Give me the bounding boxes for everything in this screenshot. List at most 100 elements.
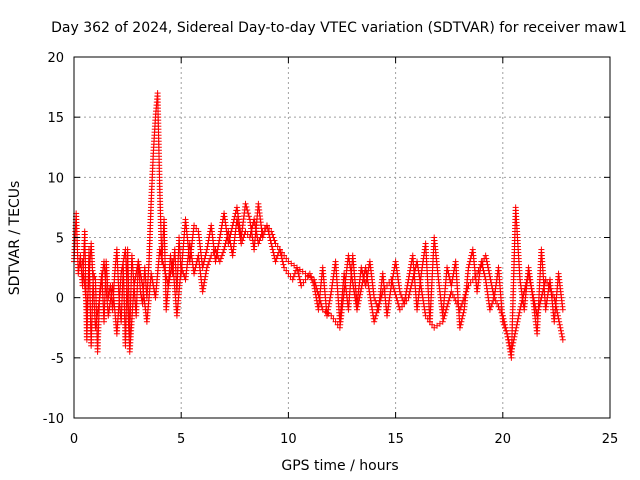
data-point <box>359 279 366 286</box>
data-point <box>426 318 433 325</box>
data-point <box>316 294 323 301</box>
data-point <box>136 264 143 271</box>
data-point <box>536 300 543 307</box>
data-point <box>240 234 247 241</box>
data-point <box>225 231 232 238</box>
data-point <box>201 279 208 286</box>
data-point <box>485 264 492 271</box>
data-point <box>203 246 210 253</box>
data-point <box>314 288 321 295</box>
data-point <box>325 303 332 310</box>
data-point <box>242 200 249 207</box>
data-point <box>235 222 242 229</box>
data-point <box>505 336 512 343</box>
data-point <box>136 267 143 274</box>
data-point <box>132 276 139 283</box>
data-point <box>274 243 281 250</box>
data-point <box>379 288 386 295</box>
data-point <box>251 216 258 223</box>
data-point <box>522 282 529 289</box>
data-point <box>283 255 290 262</box>
data-point <box>513 321 520 328</box>
data-point <box>534 309 541 316</box>
data-point <box>217 231 224 238</box>
data-point <box>357 291 364 298</box>
data-point <box>501 318 508 325</box>
data-point <box>445 270 452 277</box>
data-point <box>313 285 320 292</box>
data-point <box>515 315 522 322</box>
data-point <box>330 315 337 322</box>
data-point <box>391 288 398 295</box>
data-point <box>280 261 287 268</box>
data-point <box>469 276 476 283</box>
data-point <box>510 339 517 346</box>
data-point <box>454 300 461 307</box>
data-point <box>518 300 525 307</box>
data-point <box>285 270 292 277</box>
data-point <box>429 321 436 328</box>
data-point <box>409 276 416 283</box>
data-point <box>221 243 228 250</box>
data-point <box>226 234 233 241</box>
data-point <box>494 300 501 307</box>
data-points <box>71 90 566 361</box>
data-point <box>205 261 211 268</box>
data-point <box>302 276 309 283</box>
data-point <box>440 315 447 322</box>
data-point <box>528 285 535 292</box>
data-point <box>531 297 538 304</box>
y-tick-label: 15 <box>47 111 64 126</box>
data-point <box>471 273 478 280</box>
data-point <box>355 297 362 304</box>
data-point <box>393 294 400 301</box>
data-point <box>459 300 466 307</box>
data-point <box>358 285 365 292</box>
data-point <box>457 321 464 328</box>
data-point <box>203 267 210 274</box>
data-point <box>545 282 552 289</box>
data-point <box>139 279 146 286</box>
data-point <box>448 288 455 295</box>
data-point <box>399 303 406 310</box>
data-point <box>554 312 561 319</box>
data-point <box>253 228 260 235</box>
data-point <box>289 276 296 283</box>
data-point <box>238 240 245 247</box>
data-point <box>557 327 564 334</box>
data-point <box>514 318 521 325</box>
data-point <box>311 279 318 286</box>
data-point <box>396 288 403 295</box>
data-point <box>553 306 560 313</box>
data-point <box>207 255 214 262</box>
data-point <box>245 213 252 220</box>
data-point <box>259 228 266 235</box>
data-point <box>215 243 222 250</box>
data-point <box>444 267 451 274</box>
data-point <box>160 261 167 268</box>
data-point <box>165 282 172 289</box>
data-point <box>372 315 379 322</box>
data-point <box>388 276 395 283</box>
data-point <box>456 306 463 313</box>
data-point <box>407 285 414 292</box>
data-point <box>203 249 210 256</box>
data-point <box>551 294 558 301</box>
data-point <box>327 294 334 301</box>
data-point <box>148 273 155 280</box>
data-point <box>439 318 446 325</box>
data-point <box>165 279 172 286</box>
data-point <box>559 336 566 343</box>
data-point <box>448 282 455 289</box>
data-point <box>312 282 319 289</box>
data-point <box>394 297 401 304</box>
data-point <box>156 246 163 253</box>
data-point <box>544 279 551 286</box>
data-point <box>296 276 303 283</box>
data-point <box>271 237 278 244</box>
data-point <box>517 303 524 310</box>
data-point <box>357 288 364 295</box>
data-point <box>199 288 206 295</box>
data-point <box>268 228 275 235</box>
data-point <box>225 228 232 235</box>
